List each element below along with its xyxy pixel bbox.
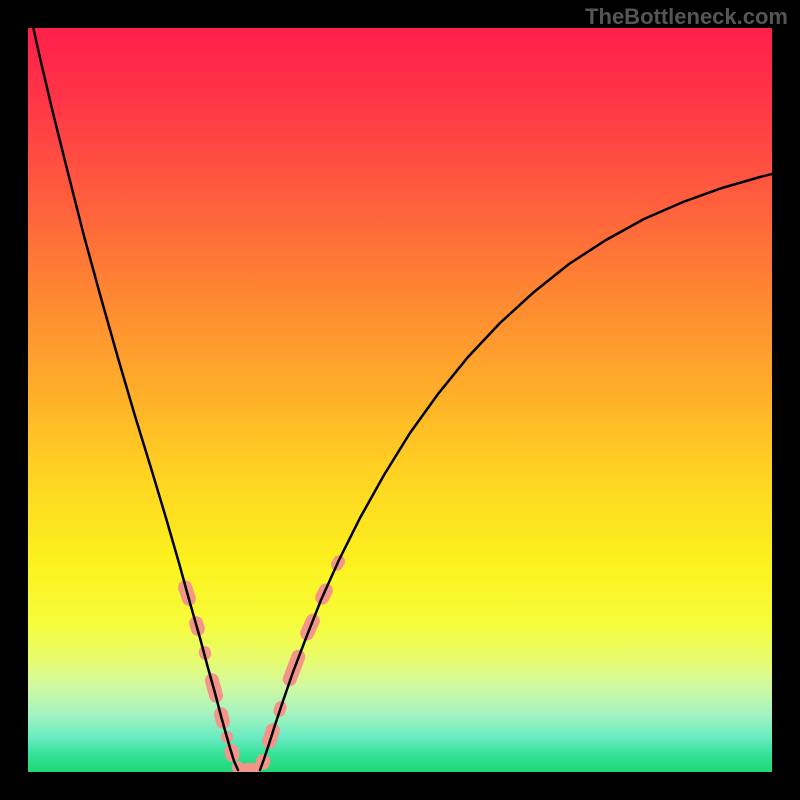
- watermark-text: TheBottleneck.com: [585, 4, 788, 30]
- chart-frame: TheBottleneck.com: [0, 0, 800, 800]
- curve-right-branch: [260, 172, 772, 770]
- bottleneck-curve: [28, 28, 772, 772]
- marker-layer: [176, 553, 347, 772]
- plot-area: [28, 28, 772, 772]
